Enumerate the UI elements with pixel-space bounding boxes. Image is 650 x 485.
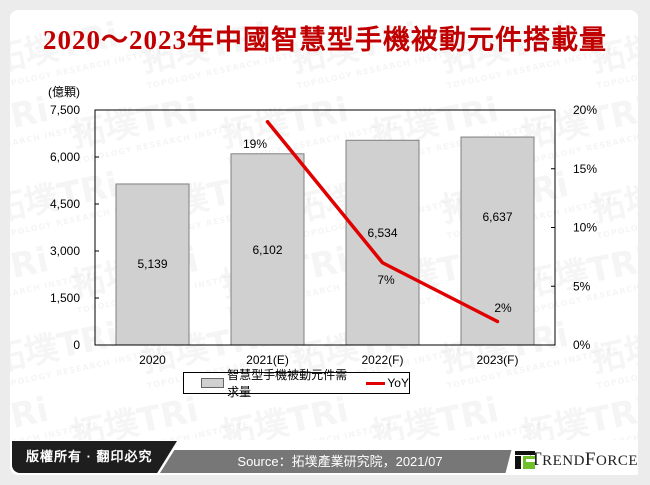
legend-line-swatch (366, 381, 386, 385)
source-note: Source：拓墣產業研究院，2021/07 (160, 450, 520, 473)
y-tick-label: 7,500 (50, 103, 80, 117)
x-tick-label: 2023(F) (476, 353, 518, 367)
yoy-value-label: 7% (377, 273, 395, 287)
yoy-value-label: 2% (494, 301, 512, 315)
legend-bar-swatch (201, 378, 225, 388)
y2-tick-label: 0% (573, 338, 591, 352)
page-title: 2020～2023年中國智慧型手機被動元件搭載量 (43, 25, 607, 55)
left-axis: 0 1,500 3,000 4,500 6,000 7,500 (50, 103, 99, 352)
x-tick-label: 2020 (139, 353, 166, 367)
yoy-line (265, 120, 500, 324)
x-tick-label: 2021(E) (246, 353, 289, 367)
trendforce-wordmark: TRENDFORCE (529, 448, 638, 470)
bar-value-label: 6,534 (367, 226, 397, 240)
y2-tick-label: 10% (573, 221, 597, 235)
bar (345, 139, 420, 346)
bar (230, 153, 305, 346)
trendforce-logo: TRENDFORCE (505, 444, 638, 475)
y-axis-unit-label: (億顆) (48, 85, 80, 99)
x-tick-label: 2022(F) (361, 353, 403, 367)
bar-value-label: 6,637 (482, 210, 512, 224)
yoy-line-series: 19% 7% 2% (243, 120, 512, 324)
bar-value-label: 6,102 (252, 243, 282, 257)
y2-tick-label: 20% (573, 103, 597, 117)
y-tick-label: 4,500 (50, 197, 80, 211)
right-axis: 0% 5% 10% 15% 20% (551, 103, 597, 352)
y-tick-label: 3,000 (50, 244, 80, 258)
yoy-value-label: 19% (243, 137, 267, 151)
y-tick-label: 6,000 (50, 150, 80, 164)
copyright-notice: 版權所有 · 翻印必究 (12, 441, 177, 473)
y-tick-label: 0 (73, 338, 80, 352)
y-tick-label: 1,500 (50, 291, 80, 305)
bar-series: 5,139 6,102 6,534 6,637 (115, 136, 535, 346)
y2-tick-label: 5% (573, 279, 591, 293)
trendforce-logo-icon (515, 450, 535, 469)
legend-line-label: YoY (387, 376, 409, 390)
x-axis: 2020 2021(E) 2022(F) 2023(F) (139, 353, 518, 367)
legend-bar-label: 智慧型手機被動元件需求量 (227, 368, 348, 399)
chart-legend: 智慧型手機被動元件需求量 YoY (183, 368, 410, 399)
bar-value-label: 5,139 (137, 257, 167, 271)
y2-tick-label: 15% (573, 162, 597, 176)
